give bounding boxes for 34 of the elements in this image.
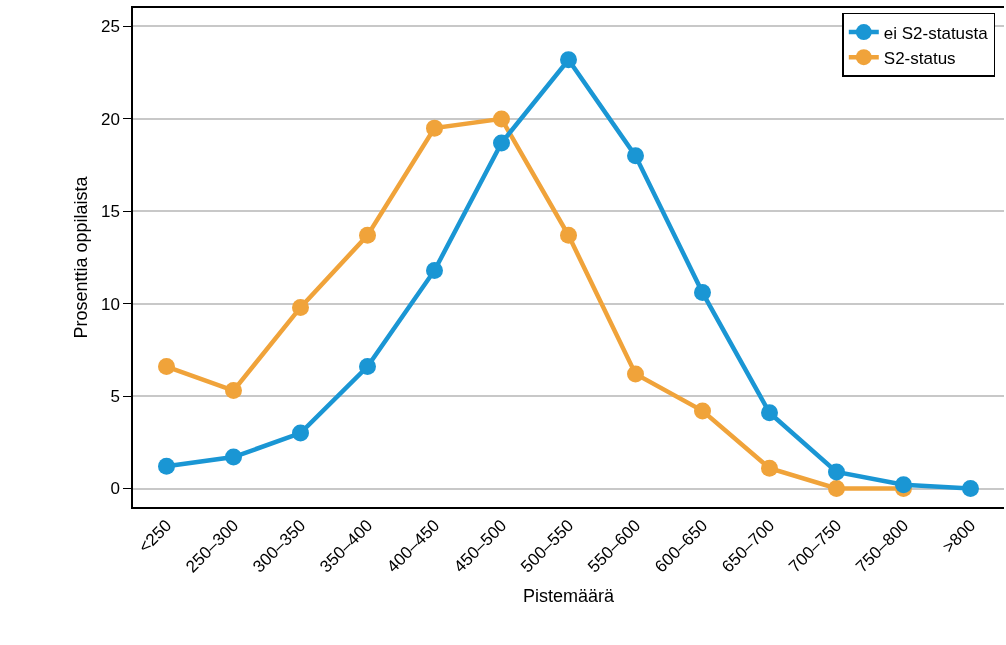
- point: [493, 134, 510, 152]
- point: [158, 457, 175, 475]
- point: [962, 480, 979, 498]
- point: [694, 402, 711, 420]
- point: [225, 448, 242, 466]
- point: [627, 147, 644, 165]
- point: [426, 119, 443, 137]
- point: [560, 51, 577, 69]
- point: [761, 459, 778, 477]
- y-axis-title: Prosenttia oppilaista: [70, 175, 91, 339]
- point: [359, 358, 376, 376]
- y-tick-label: 15: [100, 202, 120, 222]
- legend-label: ei S2-statusta: [883, 23, 989, 43]
- y-tick-label: 25: [100, 17, 120, 37]
- point: [292, 298, 309, 316]
- legend-label: S2-status: [883, 48, 956, 68]
- point: [359, 226, 376, 244]
- point: [493, 110, 510, 128]
- point: [560, 226, 577, 244]
- y-tick-label: 20: [100, 109, 120, 129]
- point: [761, 404, 778, 422]
- point: [225, 382, 242, 400]
- x-axis-title: Pistemäärä: [522, 585, 615, 606]
- point: [292, 424, 309, 442]
- y-tick-label: 10: [100, 294, 120, 314]
- point: [828, 480, 845, 498]
- y-tick-label: 0: [110, 479, 120, 499]
- y-tick-label: 5: [110, 387, 120, 407]
- point: [828, 463, 845, 481]
- point: [895, 476, 912, 494]
- point: [627, 365, 644, 383]
- point: [158, 358, 175, 376]
- point: [426, 261, 443, 279]
- point: [694, 284, 711, 302]
